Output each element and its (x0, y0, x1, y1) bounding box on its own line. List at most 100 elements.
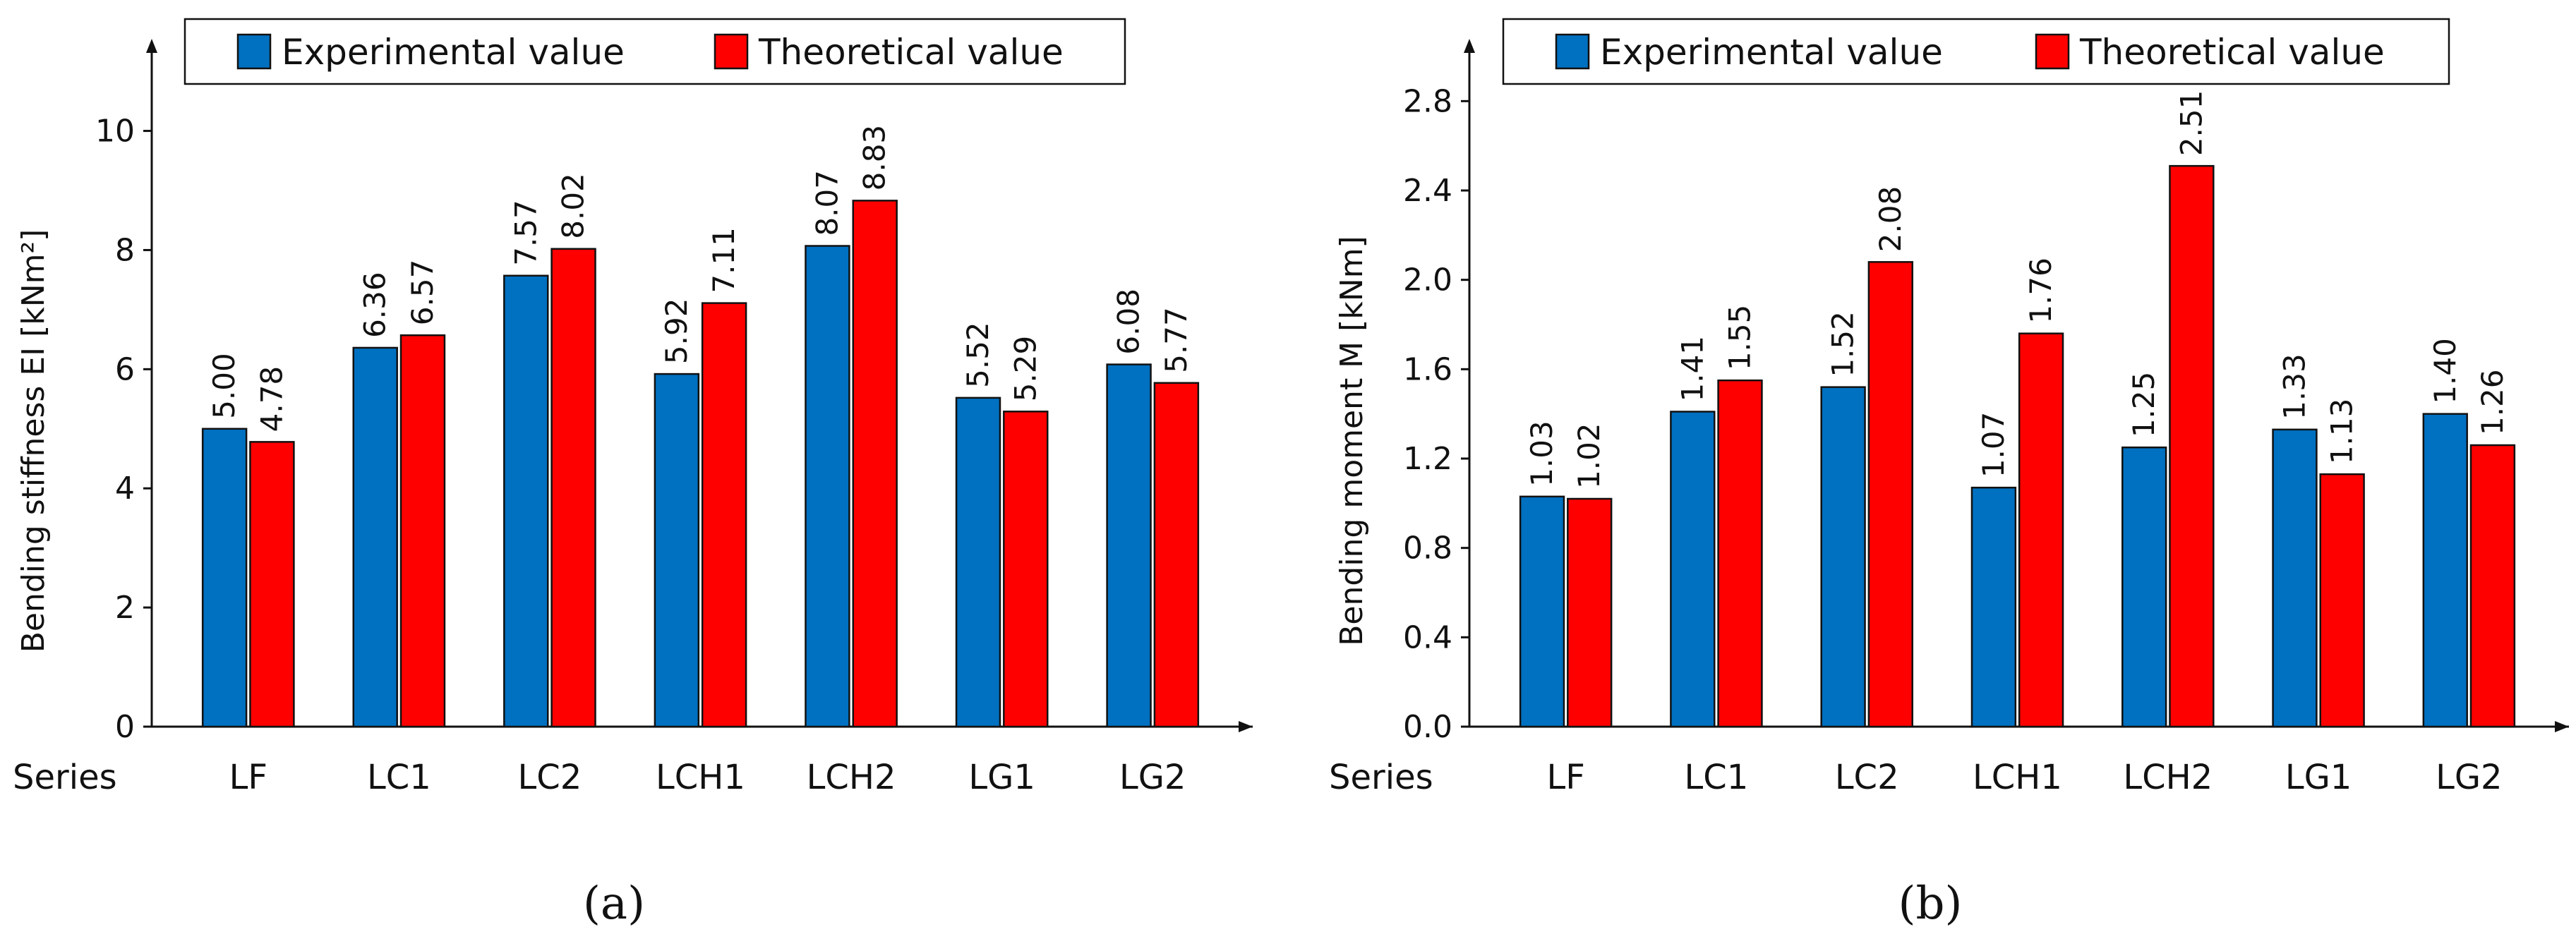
experimental-bar (352, 346, 398, 728)
theoretical-bar (2169, 164, 2215, 728)
y-tick-label: 2.4 (1403, 173, 1452, 209)
theoretical-bar (701, 302, 747, 728)
experimental-bar (1106, 363, 1152, 728)
x-axis-title: Series (13, 758, 117, 797)
data-label: 1.25 (2126, 372, 2161, 438)
x-axis-arrow (1239, 721, 1253, 732)
category-label: LCH2 (807, 758, 896, 797)
theoretical-bar (1567, 497, 1613, 728)
data-label: 1.07 (1976, 412, 2011, 478)
y-tick-label: 4 (115, 471, 135, 507)
experimental-bar (2422, 413, 2468, 728)
chart-panel-b: 0.0 0.4 0.8 1.2 1.6 2.0 2.4 2.8 Bending moment M… (1329, 18, 2569, 930)
data-label: 1.55 (1723, 305, 1757, 371)
legend-swatch (1555, 33, 1590, 70)
legend-label: Theoretical value (2079, 32, 2385, 73)
theoretical-bar (1003, 411, 1049, 728)
x-axis-arrow (2555, 721, 2569, 732)
y-tick-label: 8 (115, 232, 135, 268)
data-label: 1.03 (1524, 420, 1559, 487)
y-tick-label: 0.8 (1403, 531, 1452, 567)
y-tick-label: 0.4 (1403, 619, 1452, 655)
chart-panel-a: 0 2 4 6 8 10 Bending stiffness EI [kNm²] LF 5.00… (13, 18, 1253, 930)
legend-box (1502, 18, 2450, 85)
y-tick-label: 2.8 (1403, 83, 1452, 119)
theoretical-bar (1153, 382, 1200, 728)
data-label: 1.41 (1675, 336, 1709, 402)
data-label: 8.02 (556, 173, 591, 239)
y-tick-label: 1.2 (1403, 441, 1452, 477)
category-label: LCH1 (1973, 758, 2062, 797)
y-tick-label: 2.0 (1403, 262, 1452, 298)
data-label: 1.33 (2277, 353, 2311, 420)
theoretical-bar (1717, 379, 1763, 728)
theoretical-bar (2018, 332, 2064, 728)
theoretical-bar (2319, 473, 2365, 728)
experimental-bar (1820, 386, 1866, 728)
category-label: LG2 (2436, 758, 2502, 797)
y-tick-label: 0.0 (1403, 709, 1452, 745)
data-label: 5.92 (659, 298, 694, 365)
theoretical-bar (550, 248, 596, 728)
data-label: 8.83 (857, 125, 892, 191)
y-tick-label: 0 (115, 709, 135, 745)
y-axis-title: Bending moment M [kNm] (1334, 236, 1370, 646)
experimental-bar (201, 428, 248, 728)
experimental-bar (2121, 446, 2167, 728)
y-tick-label: 10 (95, 114, 135, 150)
data-label: 2.51 (2174, 90, 2208, 157)
experimental-bar (1670, 411, 1716, 728)
data-label: 4.78 (254, 366, 289, 432)
legend-label: Experimental value (1600, 32, 1943, 73)
category-label: LG1 (968, 758, 1035, 797)
category-label: LC1 (367, 758, 431, 797)
category-label: LCH2 (2123, 758, 2213, 797)
y-tick-label: 1.6 (1403, 351, 1452, 387)
data-label: 2.08 (1873, 186, 1908, 253)
panel-label: (b) (1898, 878, 1963, 930)
x-axis-title: Series (1329, 758, 1433, 797)
experimental-bar (1519, 495, 1565, 728)
data-label: 5.00 (207, 353, 241, 419)
y-axis-arrow (146, 39, 157, 53)
experimental-bar (955, 396, 1001, 728)
category-label: LF (1546, 758, 1584, 797)
data-label: 1.13 (2325, 399, 2359, 465)
category-label: LF (229, 758, 267, 797)
data-label: 6.57 (405, 260, 440, 326)
legend-label: Experimental value (282, 32, 625, 73)
data-label: 5.29 (1008, 336, 1042, 402)
data-label: 1.02 (1572, 423, 1606, 489)
experimental-bar (2272, 428, 2318, 728)
theoretical-bar (1867, 261, 1913, 728)
theoretical-bar (249, 441, 295, 728)
data-label: 1.40 (2428, 338, 2462, 404)
y-axis-arrow (1464, 39, 1475, 53)
panel-label: (a) (583, 878, 645, 930)
category-label: LG1 (2285, 758, 2352, 797)
data-label: 1.76 (2023, 258, 2058, 324)
data-label: 7.11 (706, 227, 741, 293)
category-label: LC1 (1685, 758, 1749, 797)
category-label: LCH1 (656, 758, 745, 797)
theoretical-bar (399, 334, 446, 728)
y-tick-label: 6 (115, 351, 135, 387)
legend-swatch (236, 33, 272, 70)
theoretical-bar (852, 200, 898, 728)
theoretical-bar (2469, 444, 2516, 728)
y-tick-label: 2 (115, 590, 135, 626)
category-label: LC2 (1835, 758, 1899, 797)
legend-swatch (2035, 33, 2070, 70)
data-label: 5.52 (961, 322, 995, 388)
legend-label: Theoretical value (758, 32, 1064, 73)
data-label: 6.08 (1112, 289, 1146, 355)
data-label: 1.52 (1826, 311, 1860, 377)
experimental-bar (503, 274, 549, 728)
experimental-bar (805, 245, 850, 728)
legend-swatch (714, 33, 749, 70)
data-label: 6.36 (358, 272, 392, 338)
category-label: LC2 (518, 758, 582, 797)
experimental-bar (1970, 486, 2017, 728)
data-label: 8.07 (809, 170, 844, 236)
